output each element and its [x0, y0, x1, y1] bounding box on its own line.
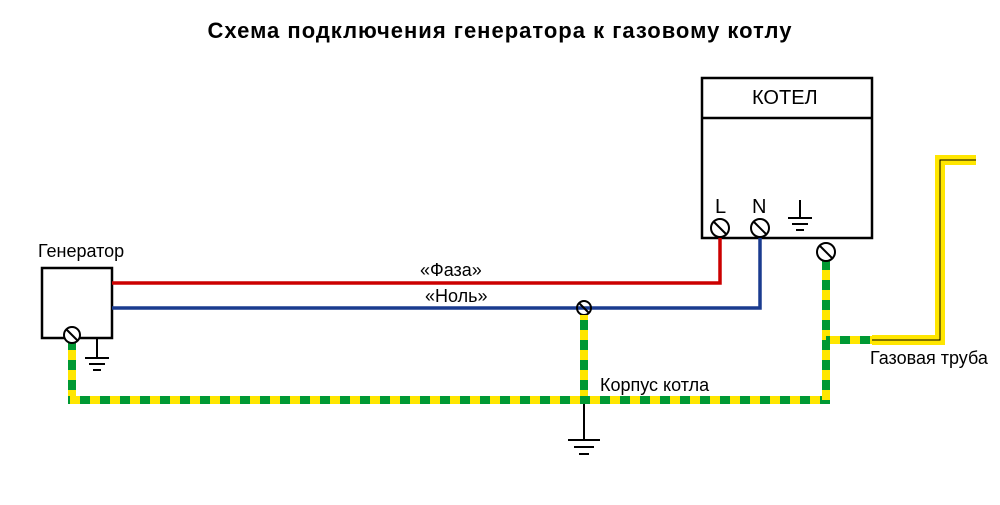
N-label: N: [752, 196, 766, 219]
neutral-label: «Ноль»: [425, 286, 488, 307]
phase-wire: [112, 238, 720, 283]
L-label: L: [715, 196, 726, 219]
boiler-label: КОТЕЛ: [752, 87, 818, 110]
gas-pipe-label: Газовая труба: [870, 348, 988, 369]
generator-label: Генератор: [38, 241, 124, 262]
pe-wire: [68, 338, 76, 404]
wiring-diagram: [0, 0, 1000, 500]
gas-pipe: [872, 160, 976, 340]
pe-wire-up: [822, 250, 830, 404]
phase-label: «Фаза»: [420, 260, 482, 281]
pe-wire-hor: [68, 396, 830, 404]
diagram-title: Схема подключения генератора к газовому …: [0, 18, 1000, 44]
generator-box: [42, 268, 112, 338]
body-label: Корпус котла: [600, 375, 709, 396]
